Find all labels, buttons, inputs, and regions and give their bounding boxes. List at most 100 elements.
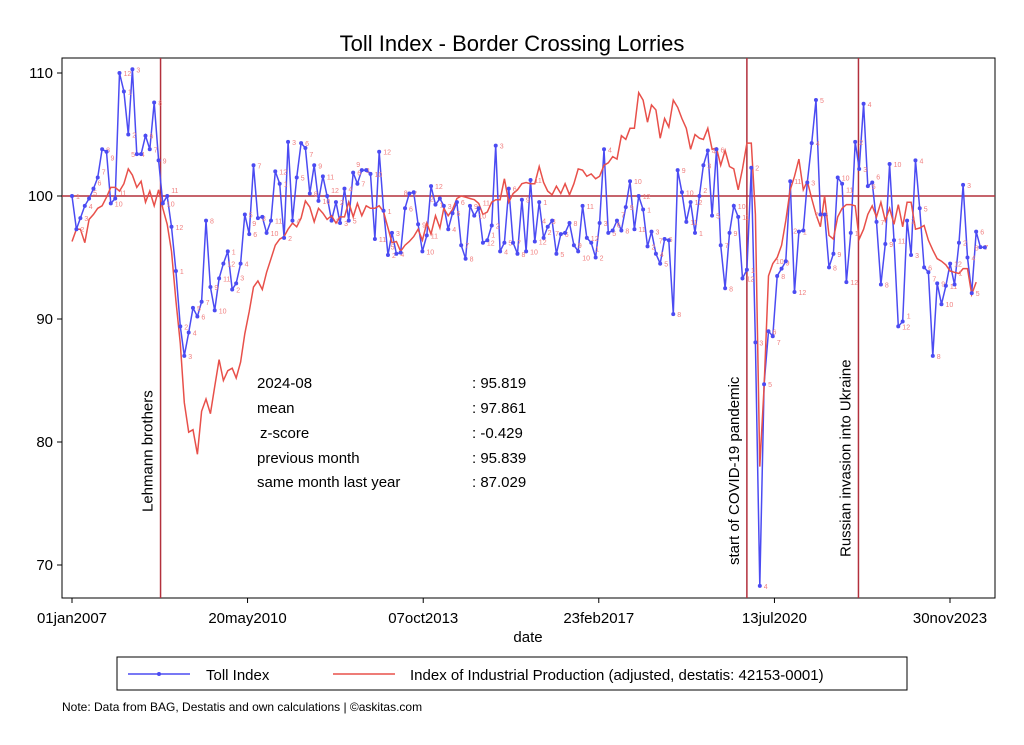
toll-index-point xyxy=(558,232,563,237)
toll-index-point xyxy=(238,261,243,266)
toll-index-month-label: 2 xyxy=(236,288,240,295)
toll-index-point xyxy=(199,299,204,304)
toll-index-month-label: 10 xyxy=(634,179,642,186)
toll-index-month-label: 3 xyxy=(604,221,608,228)
toll-index-point xyxy=(788,179,793,184)
toll-index-month-label: 3 xyxy=(396,231,400,238)
toll-index-month-label: 3 xyxy=(292,140,296,147)
toll-index-point xyxy=(723,286,728,291)
toll-index-point xyxy=(104,149,109,154)
toll-index-month-label: 2 xyxy=(80,227,84,234)
toll-index-point xyxy=(939,302,944,307)
toll-index-point xyxy=(100,147,105,152)
toll-index-point xyxy=(917,206,922,211)
toll-index-point xyxy=(632,227,637,232)
toll-index-month-label: 11 xyxy=(171,188,178,195)
toll-index-month-label: 6 xyxy=(357,171,361,178)
toll-index-point xyxy=(416,222,421,227)
toll-index-month-label: 3 xyxy=(344,221,348,228)
toll-index-point xyxy=(424,233,429,238)
toll-index-point xyxy=(744,267,749,272)
toll-index-point xyxy=(974,229,979,234)
toll-index-month-label: 12 xyxy=(591,236,599,243)
series-line-industrial-production xyxy=(71,90,977,467)
toll-index-month-label: 10 xyxy=(115,201,123,208)
toll-index-month-label: 2 xyxy=(132,133,136,140)
toll-index-point xyxy=(537,200,542,205)
toll-index-month-label: 2 xyxy=(496,224,500,231)
toll-index-month-label: 12 xyxy=(643,194,651,201)
event-label: start of COVID-19 pandemic xyxy=(726,376,743,565)
toll-index-month-label: 7 xyxy=(465,243,469,250)
toll-index-month-label: 7 xyxy=(258,163,262,170)
toll-index-month-label: 11 xyxy=(223,276,230,283)
toll-index-month-label: 2 xyxy=(652,244,656,251)
toll-index-month-label: 11 xyxy=(535,178,542,185)
toll-index-point xyxy=(446,227,451,232)
toll-index-point xyxy=(550,218,555,223)
toll-index-month-label: 8 xyxy=(404,190,408,197)
toll-index-month-label: 7 xyxy=(555,231,559,238)
toll-index-point xyxy=(822,212,827,217)
toll-index-month-label: 9 xyxy=(474,204,478,211)
footnote: Note: Data from BAG, Destatis and own ca… xyxy=(62,700,422,714)
toll-index-month-label: 4 xyxy=(712,149,716,156)
toll-index-month-label: 5 xyxy=(457,211,461,218)
toll-index-point xyxy=(606,230,611,235)
toll-index-month-label: 3 xyxy=(188,354,192,361)
toll-index-month-label: 6 xyxy=(980,230,984,237)
toll-index-point xyxy=(182,353,187,358)
toll-index-point xyxy=(580,203,585,208)
toll-index-month-label: 9 xyxy=(356,162,360,169)
stat-value: : 97.861 xyxy=(472,400,526,417)
toll-index-point xyxy=(589,240,594,245)
toll-index-month-label: 3 xyxy=(656,230,660,237)
toll-index-point xyxy=(320,174,325,179)
toll-index-point xyxy=(736,214,741,219)
toll-index-point xyxy=(796,229,801,234)
toll-index-point xyxy=(329,218,334,223)
toll-index-point xyxy=(342,186,347,191)
toll-index-month-label: 6 xyxy=(98,181,102,188)
event-annotations: Lehmann brothers start of COVID-19 pandem… xyxy=(62,58,995,598)
toll-index-month-label: 9 xyxy=(318,163,322,170)
toll-index-month-label: 6 xyxy=(617,222,621,229)
toll-index-month-label: 1 xyxy=(232,249,236,256)
toll-index-point xyxy=(506,186,511,191)
y-tick-label: 80 xyxy=(36,434,53,451)
toll-index-point xyxy=(965,255,970,260)
toll-index-month-label: 12 xyxy=(902,324,910,331)
toll-index-point xyxy=(948,261,953,266)
toll-index-point xyxy=(389,230,394,235)
toll-index-point xyxy=(498,249,503,254)
toll-index-point xyxy=(511,240,516,245)
toll-index-point xyxy=(714,147,719,152)
toll-index-month-label: 12 xyxy=(124,71,132,78)
toll-index-month-label: 9 xyxy=(682,168,686,175)
toll-index-month-label: 10 xyxy=(894,162,902,169)
toll-index-point xyxy=(169,224,174,229)
x-tick-label: 23feb2017 xyxy=(563,610,634,627)
toll-index-point xyxy=(212,308,217,313)
toll-index-month-label: 11 xyxy=(690,220,697,227)
toll-index-point xyxy=(835,175,840,180)
toll-index-point xyxy=(152,100,157,105)
toll-index-month-label: 6 xyxy=(201,315,205,322)
toll-index-month-label: 6 xyxy=(824,212,828,219)
toll-index-month-label: 7 xyxy=(309,152,313,159)
toll-index-point xyxy=(952,282,957,287)
toll-index-month-label: 3 xyxy=(967,183,971,190)
toll-index-month-label: 8 xyxy=(314,192,318,199)
toll-index-point xyxy=(165,194,170,198)
toll-index-point xyxy=(757,583,762,588)
toll-index-point xyxy=(338,221,343,226)
toll-index-month-label: 2 xyxy=(963,241,967,248)
toll-index-month-label: 5 xyxy=(612,231,616,238)
toll-index-point xyxy=(312,163,317,168)
toll-index-point xyxy=(160,201,165,206)
toll-index-month-label: 6 xyxy=(461,200,465,207)
toll-index-point xyxy=(117,71,122,75)
toll-index-point xyxy=(82,203,87,208)
stat-label: mean xyxy=(257,400,295,417)
toll-index-point xyxy=(658,261,663,266)
